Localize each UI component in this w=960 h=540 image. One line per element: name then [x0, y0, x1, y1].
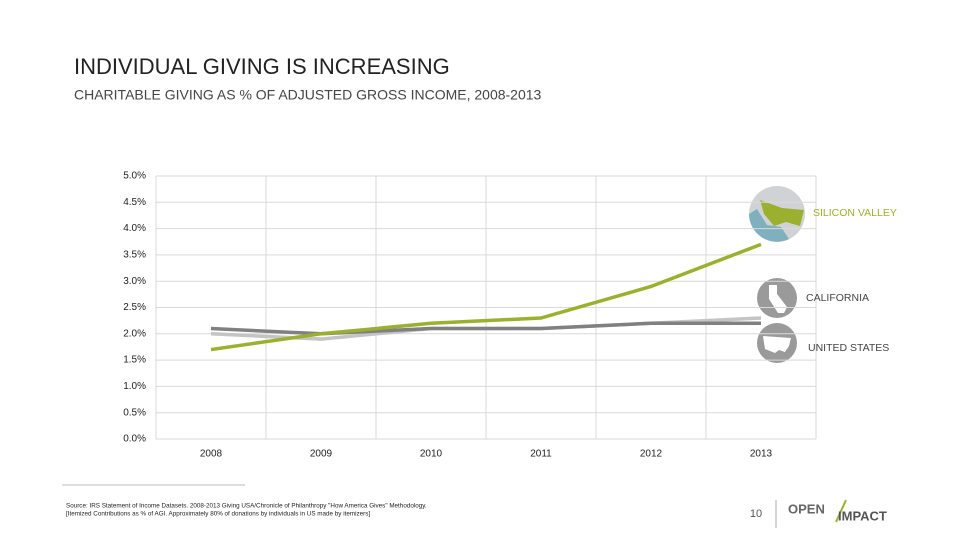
y-tick-label: 2.5% — [123, 302, 146, 313]
y-tick-label: 3.0% — [123, 276, 146, 287]
chart-subtitle: CHARITABLE GIVING AS % OF ADJUSTED GROSS… — [74, 87, 542, 103]
icon-shape — [769, 285, 787, 313]
y-tick-label: 0.5% — [123, 407, 146, 418]
legend-label: SILICON VALLEY — [813, 207, 897, 219]
icon-region — [760, 200, 804, 226]
x-tick-label: 2010 — [420, 449, 443, 460]
source-note: Source: IRS Statement of Income Datasets… — [66, 503, 427, 510]
x-tick-label: 2008 — [200, 449, 223, 460]
y-tick-label: 2.0% — [123, 328, 146, 339]
logo-text: IMPACT — [838, 508, 887, 523]
y-tick-label: 3.5% — [123, 250, 146, 261]
y-tick-label: 4.5% — [123, 197, 146, 208]
x-tick-label: 2012 — [640, 449, 663, 460]
icon-shape — [763, 336, 791, 353]
y-tick-label: 0.0% — [123, 434, 146, 445]
icon-water — [749, 209, 789, 242]
chart-title: INDIVIDUAL GIVING IS INCREASING — [74, 54, 450, 79]
y-tick-label: 4.0% — [123, 223, 146, 234]
y-tick-label: 1.0% — [123, 381, 146, 392]
legend-label: UNITED STATES — [808, 342, 889, 354]
source-note: [Itemized Contributions as % of AGI. App… — [66, 511, 370, 518]
series-line — [210, 242, 762, 352]
page-number: 10 — [750, 508, 762, 520]
series-line — [210, 321, 761, 336]
legend-label: CALIFORNIA — [806, 292, 869, 304]
x-tick-label: 2011 — [530, 449, 552, 460]
logo-text: OPEN — [788, 501, 825, 516]
x-tick-label: 2013 — [750, 449, 773, 460]
y-tick-label: 5.0% — [123, 171, 146, 182]
x-tick-label: 2009 — [310, 449, 333, 460]
logo-slash — [835, 499, 847, 523]
y-tick-label: 1.5% — [123, 355, 146, 366]
